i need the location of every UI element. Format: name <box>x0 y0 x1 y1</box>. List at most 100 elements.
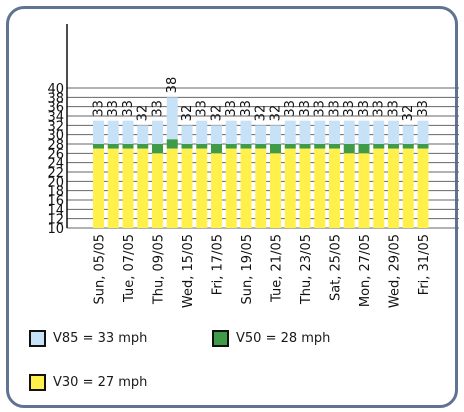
data-label: 32 <box>254 105 269 122</box>
y-tick-label: 22 <box>47 166 64 181</box>
data-label: 33 <box>195 100 210 117</box>
bar-v50 <box>211 144 222 154</box>
data-label: 33 <box>342 100 357 117</box>
y-tick-label: 16 <box>47 194 64 209</box>
x-tick-label: Tue, 07/05 <box>122 234 137 303</box>
bar-v50 <box>166 139 178 149</box>
y-tick-label: 38 <box>47 91 64 106</box>
legend-item-v50: V50 = 28 mph <box>212 330 330 347</box>
bar-v50 <box>122 144 134 149</box>
bar-v85 <box>255 125 267 144</box>
bar-v30 <box>93 148 104 228</box>
bar-v85 <box>358 120 370 144</box>
bar-v50 <box>255 144 267 149</box>
bars <box>93 97 429 228</box>
bar-v30 <box>343 153 355 228</box>
y-tick-label: 12 <box>47 213 64 228</box>
bar-v85 <box>343 120 355 144</box>
bar-v30 <box>358 153 370 228</box>
bar-v30 <box>225 148 237 228</box>
bar-v50 <box>196 144 208 149</box>
bar-v85 <box>270 125 281 144</box>
bar-v30 <box>107 148 119 228</box>
bar-v85 <box>402 125 414 144</box>
legend-item-v30: V30 = 27 mph <box>29 374 147 391</box>
x-tick-label: Wed, 29/05 <box>388 234 403 308</box>
bar-v50 <box>93 144 104 149</box>
x-tick-labels: Sun, 05/05 Tue, 07/05 Thu, 09/05 Wed, 15/05… <box>93 234 433 308</box>
bar-v50 <box>270 144 281 154</box>
bar-v85 <box>373 120 385 144</box>
y-tick-label: 40 <box>47 82 64 97</box>
data-label: 32 <box>210 105 225 122</box>
bar-v50 <box>388 144 399 149</box>
bar-v30 <box>255 148 267 228</box>
data-label: 33 <box>357 100 372 117</box>
x-tick-label: Thu, 09/05 <box>152 234 167 305</box>
bar-v30 <box>314 148 326 228</box>
bar-v85 <box>284 120 296 144</box>
bar-v85 <box>166 97 178 140</box>
bar-v85 <box>122 120 134 144</box>
y-tick-label: 34 <box>47 110 64 125</box>
bar-v30 <box>181 148 193 228</box>
bar-v30 <box>417 148 429 228</box>
data-label: 33 <box>106 100 121 117</box>
bar-v50 <box>343 144 355 154</box>
bar-v50 <box>181 144 193 149</box>
bar-v30 <box>270 153 281 228</box>
data-label: 32 <box>269 105 284 122</box>
bar-v30 <box>196 148 208 228</box>
y-tick-label: 18 <box>47 185 64 200</box>
data-label: 33 <box>313 100 328 117</box>
x-tick-label: Sat, 25/05 <box>329 234 344 301</box>
bar-v30 <box>402 148 414 228</box>
bar-v50 <box>358 144 370 154</box>
data-label: 32 <box>401 105 416 122</box>
bar-v85 <box>196 120 208 144</box>
data-label: 33 <box>283 100 298 117</box>
legend-label-v50: V50 = 28 mph <box>236 331 331 346</box>
bar-v50 <box>152 144 163 154</box>
bar-v30 <box>388 148 399 228</box>
y-tick-label: 28 <box>47 138 64 153</box>
bar-v50 <box>299 144 311 149</box>
bar-v30 <box>152 153 163 228</box>
data-label: 33 <box>387 100 402 117</box>
v30-swatch <box>29 374 46 391</box>
bar-v30 <box>373 148 385 228</box>
bar-v50 <box>417 144 429 149</box>
bar-v50 <box>373 144 385 149</box>
data-label: 33 <box>298 100 313 117</box>
bar-v30 <box>137 148 149 228</box>
y-tick-label: 26 <box>47 147 64 162</box>
bar-v85 <box>225 120 237 144</box>
data-label: 38 <box>165 77 180 94</box>
bar-v30 <box>284 148 296 228</box>
bar-v30 <box>299 148 311 228</box>
data-label: 32 <box>180 105 195 122</box>
x-tick-label: Thu, 23/05 <box>299 234 314 305</box>
data-label: 33 <box>224 100 239 117</box>
y-tick-label: 24 <box>47 157 64 172</box>
y-tick-label: 32 <box>47 119 64 134</box>
y-tick-label: 36 <box>47 101 64 116</box>
bar-v50 <box>329 144 340 149</box>
bar-v50 <box>284 144 296 149</box>
bar-v85 <box>240 120 252 144</box>
data-label: 33 <box>372 100 387 117</box>
bar-v85 <box>107 120 119 144</box>
bar-v30 <box>329 148 340 228</box>
bar-v85 <box>211 125 222 144</box>
bar-v50 <box>314 144 326 149</box>
data-label: 33 <box>239 100 254 117</box>
data-label: 33 <box>121 100 136 117</box>
bar-v85 <box>93 120 104 144</box>
x-tick-label: Wed, 15/05 <box>181 234 196 308</box>
v50-swatch <box>212 330 229 347</box>
y-tick-label: 14 <box>47 203 64 218</box>
bar-v30 <box>122 148 134 228</box>
